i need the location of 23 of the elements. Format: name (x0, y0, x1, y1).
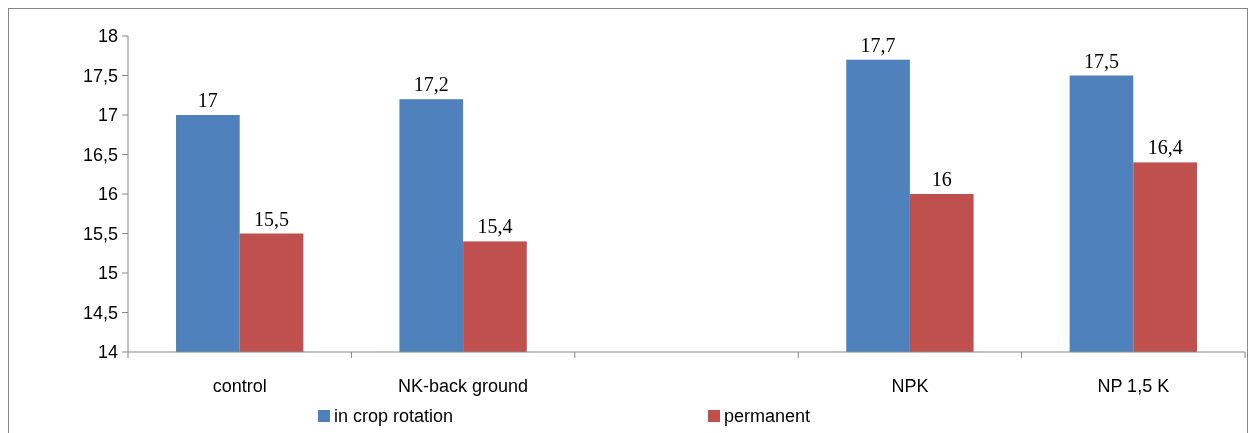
y-tick-label: 15 (97, 263, 118, 284)
y-tick-label: 16 (97, 184, 118, 205)
x-tick-label: NP 1,5 K (1097, 376, 1170, 396)
x-tick-label: NK-back ground (398, 376, 529, 396)
data-label: 15,4 (477, 215, 513, 238)
y-tick-label: 15,5 (82, 223, 118, 244)
y-tick-label: 18 (97, 26, 118, 47)
data-label: 16 (931, 168, 952, 190)
y-tick-label: 16,5 (82, 144, 118, 165)
data-label: 15,5 (254, 207, 290, 230)
x-tick-label: NPK (891, 376, 929, 396)
data-label: 17,2 (413, 73, 449, 96)
y-tick-label: 17 (97, 105, 118, 126)
y-tick-label: 14,5 (82, 302, 118, 323)
data-label: 17,5 (1083, 49, 1119, 72)
y-tick-label: 17,5 (82, 65, 118, 86)
data-label: 17 (197, 89, 218, 111)
legend-label: permanent (724, 406, 811, 426)
legend-label: in crop rotation (334, 406, 454, 426)
data-label: 17,7 (860, 33, 896, 56)
data-label: 16,4 (1147, 136, 1183, 159)
y-tick-label: 14 (97, 342, 118, 363)
x-tick-label: control (212, 376, 267, 396)
